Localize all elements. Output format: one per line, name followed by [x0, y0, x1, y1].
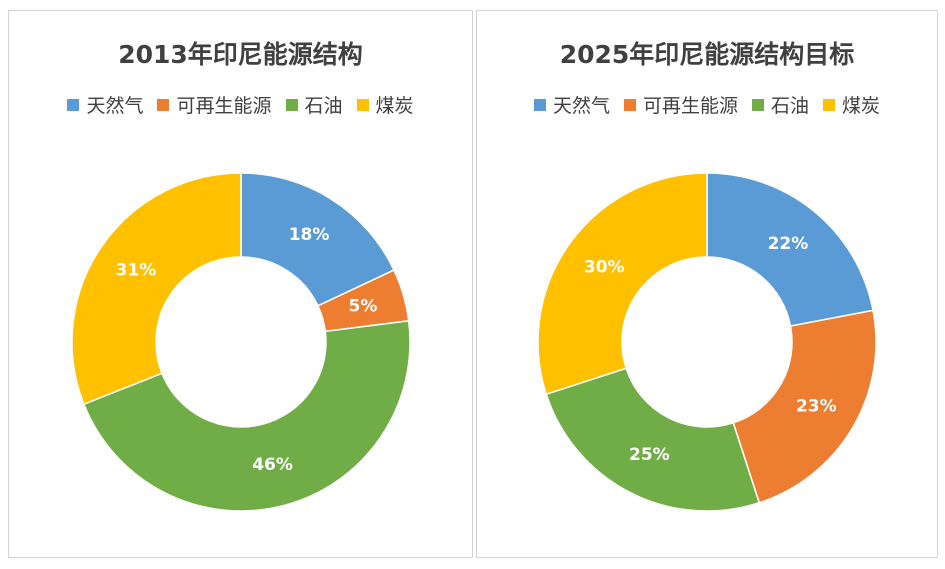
data-label: 18%	[289, 225, 330, 245]
legend-item-coal: 煤炭	[823, 91, 880, 118]
legend-swatch	[623, 98, 636, 111]
slice-oil	[545, 367, 761, 512]
data-label: 25%	[629, 445, 670, 465]
data-label: 30%	[584, 257, 625, 277]
slice-natural-gas	[240, 172, 395, 307]
legend-item-oil: 石油	[752, 91, 809, 118]
legend-swatch	[285, 98, 298, 111]
slice-coal	[537, 172, 708, 396]
chart-panel-2025: 2025年印尼能源结构目标 天然气 可再生能源 石油 煤炭 22% 23% 25% 3…	[476, 10, 938, 558]
legend-swatch	[533, 98, 546, 111]
legend-label: 煤炭	[375, 95, 414, 117]
legend-label: 可再生能源	[176, 95, 272, 117]
legend-label: 石油	[304, 95, 343, 117]
donut-chart: 18% 5% 46% 31%	[71, 172, 411, 512]
chart-panel-2013: 2013年印尼能源结构 天然气 可再生能源 石油 煤炭 18% 5% 46% 31%	[8, 10, 473, 558]
legend-item-oil: 石油	[285, 91, 343, 118]
legend-label: 煤炭	[842, 95, 881, 117]
legend-item-coal: 煤炭	[356, 91, 414, 118]
chart-title: 2025年印尼能源结构目标	[559, 40, 855, 69]
data-label: 23%	[796, 397, 837, 417]
data-label: 46%	[252, 455, 293, 475]
slice-renewable	[732, 309, 877, 504]
slice-oil	[82, 319, 411, 512]
legend: 天然气 可再生能源 石油 煤炭	[477, 91, 937, 118]
legend-label: 天然气	[86, 95, 144, 117]
legend-swatch	[752, 98, 764, 111]
slice-coal	[71, 172, 242, 406]
legend-item-natural-gas: 天然气	[533, 91, 610, 118]
data-label: 31%	[116, 261, 157, 281]
data-label: 5%	[349, 297, 378, 317]
chart-title: 2013年印尼能源结构	[118, 40, 363, 69]
donut-chart: 22% 23% 25% 30%	[537, 172, 877, 512]
legend: 天然气 可再生能源 石油 煤炭	[9, 91, 472, 118]
legend-item-natural-gas: 天然气	[67, 91, 143, 118]
legend-item-renewable: 可再生能源	[623, 91, 738, 118]
legend-swatch	[356, 98, 369, 111]
legend-swatch	[67, 98, 80, 111]
legend-label: 可再生能源	[642, 95, 738, 117]
legend-swatch	[157, 98, 170, 111]
legend-label: 天然气	[552, 95, 610, 117]
slice-natural-gas	[706, 172, 874, 327]
legend-label: 石油	[771, 95, 810, 117]
legend-item-renewable: 可再生能源	[157, 91, 272, 118]
legend-swatch	[823, 98, 836, 111]
data-label: 22%	[768, 234, 809, 254]
